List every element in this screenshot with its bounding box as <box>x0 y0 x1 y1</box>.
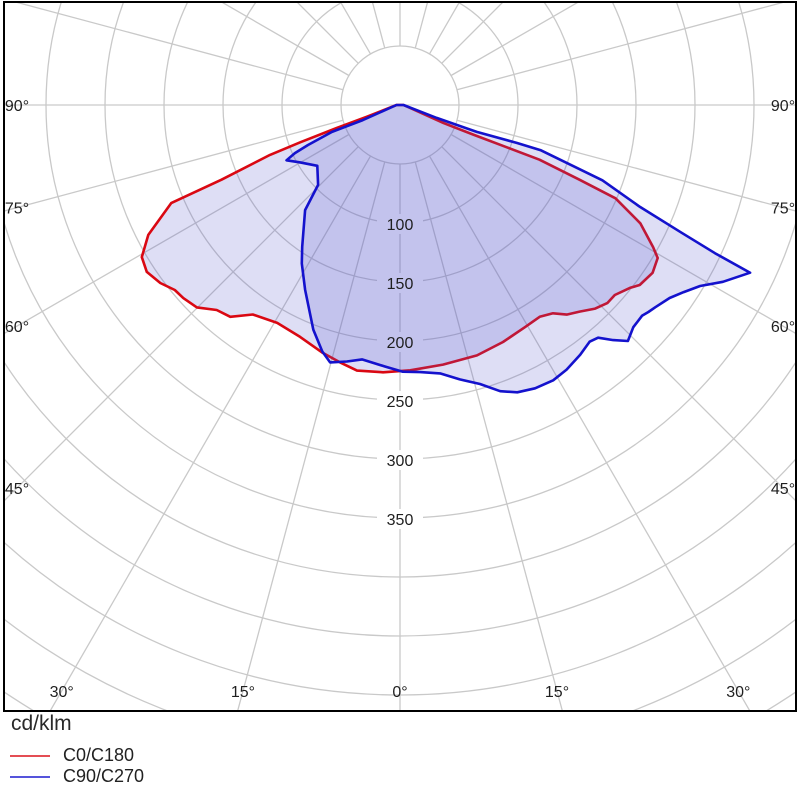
grid-label: 0° <box>392 684 407 701</box>
grid-label: 300 <box>387 453 414 470</box>
grid-label: 75° <box>771 201 795 218</box>
grid-label: 350 <box>387 512 414 529</box>
legend: C0/C180 C90/C270 <box>10 745 144 787</box>
curve-c0-c180 <box>140 103 659 374</box>
grid-label: 60° <box>5 319 29 336</box>
grid-label: 45° <box>5 481 29 498</box>
legend-label-c90-c270: C90/C270 <box>63 766 145 786</box>
grid-label: 150 <box>387 276 414 293</box>
grid-label: 60° <box>771 319 795 336</box>
grid-label: 30° <box>726 684 750 701</box>
grid-label: 90° <box>5 98 29 115</box>
grid-label: 90° <box>771 98 795 115</box>
plot-border <box>3 1 797 712</box>
grid-label: 75° <box>5 201 29 218</box>
unit-label: cd/klm <box>11 712 72 735</box>
grid-label: 45° <box>771 481 795 498</box>
legend-item-c0-c180: C0/C180 <box>10 745 144 766</box>
legend-item-c90-c270: C90/C270 <box>10 766 144 787</box>
grid-label: 100 <box>387 217 414 234</box>
legend-label-c0-c180: C0/C180 <box>63 745 135 765</box>
c0-c180-line-swatch <box>10 754 50 757</box>
curve-c90-c270 <box>285 103 752 394</box>
grid-label: 250 <box>387 394 414 411</box>
grid-label: 200 <box>387 335 414 352</box>
grid-label: 15° <box>231 684 255 701</box>
polar-chart: 100 150 200 250 300 350 0° 15° 15° 30° 30° 45° 45° 60… <box>3 1 797 712</box>
c90-c270-line-swatch <box>10 775 50 778</box>
grid-label: 30° <box>50 684 74 701</box>
grid-label: 15° <box>545 684 569 701</box>
